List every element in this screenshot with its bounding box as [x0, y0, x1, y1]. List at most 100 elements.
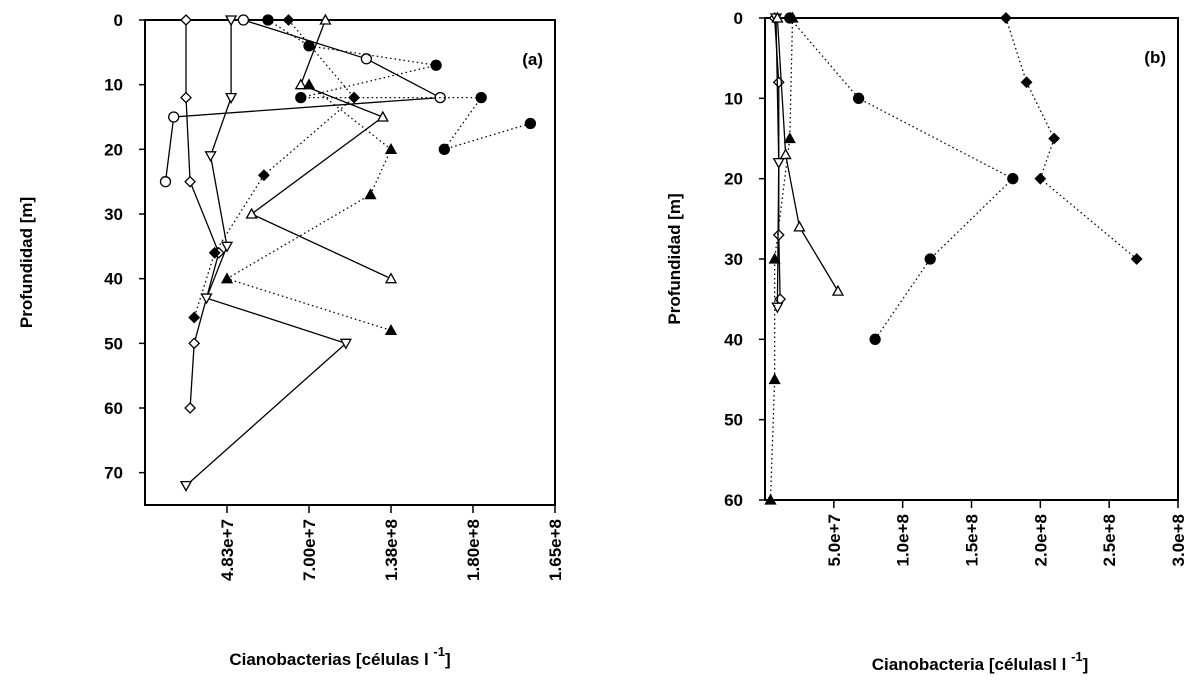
y-tick-label: 30: [104, 205, 123, 224]
data-point: [220, 272, 234, 284]
data-point: [384, 272, 398, 284]
data-point: [224, 92, 238, 104]
data-point: [180, 14, 192, 26]
data-point: [360, 53, 373, 65]
data-point: [220, 241, 234, 253]
data-point: [793, 220, 806, 232]
data-point: [184, 175, 197, 188]
y-tick-label: 30: [724, 250, 743, 269]
x-tick-label: 1.5e+8: [963, 514, 982, 566]
data-point: [245, 207, 258, 219]
data-point: [786, 11, 799, 23]
y-tick-label: 0: [114, 11, 123, 30]
data-point: [364, 188, 377, 200]
data-point: [852, 92, 865, 104]
y-tick-label: 10: [104, 76, 123, 95]
data-point: [384, 324, 398, 336]
data-point: [262, 14, 274, 26]
x-tick-label: 4.83e+7: [218, 519, 237, 581]
data-point: [768, 252, 781, 264]
data-point: [771, 302, 784, 314]
data-point: [204, 151, 217, 163]
y-tick-label: 60: [104, 399, 123, 418]
x-tick-label: 5.0e+7: [825, 514, 844, 566]
panel-label: (a): [522, 50, 543, 69]
data-point: [772, 76, 785, 89]
x-tick-label: 2.0e+8: [1031, 514, 1050, 566]
data-point: [303, 40, 315, 52]
data-point: [999, 12, 1012, 24]
data-point: [294, 78, 307, 90]
data-point: [1048, 132, 1061, 145]
series-line: [185, 20, 220, 409]
x-tick-label: 1.65e+8: [546, 519, 565, 581]
y-axis-title: Profundidad [m]: [665, 193, 684, 324]
series-line: [776, 17, 839, 292]
data-point: [1007, 173, 1019, 185]
x-tick-label: 2.5e+8: [1100, 514, 1119, 566]
data-point: [302, 78, 316, 90]
y-tick-label: 10: [724, 89, 743, 108]
series-line: [789, 17, 1014, 340]
data-point: [771, 11, 784, 23]
data-point: [237, 14, 250, 26]
data-point: [524, 117, 537, 130]
data-point: [768, 373, 781, 385]
plot-frame: [764, 17, 1179, 501]
data-point: [438, 143, 450, 155]
data-point: [257, 169, 270, 182]
data-point: [208, 246, 221, 259]
data-point: [184, 402, 197, 414]
x-axis-title: Cianobacterias [células l -1]: [229, 644, 450, 669]
x-tick-label: 1.80e+8: [464, 519, 483, 581]
data-point: [319, 13, 332, 25]
y-tick-label: 60: [724, 491, 743, 510]
y-axis-title: Profundidad [m]: [17, 197, 36, 328]
panel-b: 0 10 20 30 40 50 60 5.0e+7 1.0e+8 1.5e+8 2.0e+8 2.5…: [665, 9, 1188, 674]
data-point: [1034, 172, 1047, 185]
data-point: [200, 293, 213, 305]
y-tick-label: 0: [734, 9, 743, 28]
y-tick-label: 40: [724, 330, 743, 349]
data-point: [475, 91, 487, 104]
x-tick-label: 3.0e+8: [1169, 514, 1188, 566]
data-point: [224, 15, 238, 27]
data-point: [339, 338, 353, 350]
data-point: [180, 91, 192, 104]
panel-a: 0 10 20 30 40 50 60 70 4.83e+7 7.00e+7 1.38e+8 1.80…: [17, 11, 565, 669]
data-point: [295, 91, 307, 104]
series-line: [1005, 17, 1138, 260]
data-point: [869, 333, 881, 345]
data-point: [159, 176, 172, 188]
data-point: [924, 253, 936, 265]
data-point: [783, 132, 796, 144]
data-point: [188, 311, 201, 324]
y-tick-label: 20: [724, 170, 743, 189]
data-point: [1130, 253, 1143, 265]
data-point: [282, 14, 295, 26]
data-point: [188, 337, 201, 350]
y-tick-label: 50: [104, 334, 123, 353]
data-point: [168, 111, 180, 123]
data-point: [348, 91, 361, 104]
data-point: [831, 284, 845, 296]
x-tick-label: 1.0e+8: [894, 514, 913, 566]
data-point: [772, 157, 785, 169]
data-point: [779, 148, 792, 160]
data-point: [376, 110, 389, 122]
data-point: [764, 493, 777, 505]
x-tick-label: 7.00e+7: [300, 519, 319, 581]
x-tick-label: 1.38e+8: [382, 519, 401, 581]
y-tick-label: 40: [104, 270, 123, 289]
data-point: [430, 59, 442, 71]
y-tick-label: 20: [104, 140, 123, 159]
y-tick-label: 70: [104, 464, 123, 483]
x-axis-title: Cianobacteria [célulasl l -1]: [872, 649, 1089, 674]
data-point: [384, 142, 398, 154]
series-line: [225, 84, 392, 332]
y-tick-label: 50: [724, 411, 743, 430]
data-point: [772, 228, 785, 241]
plot-frame: [144, 19, 556, 506]
panel-label: (b): [1144, 48, 1166, 67]
